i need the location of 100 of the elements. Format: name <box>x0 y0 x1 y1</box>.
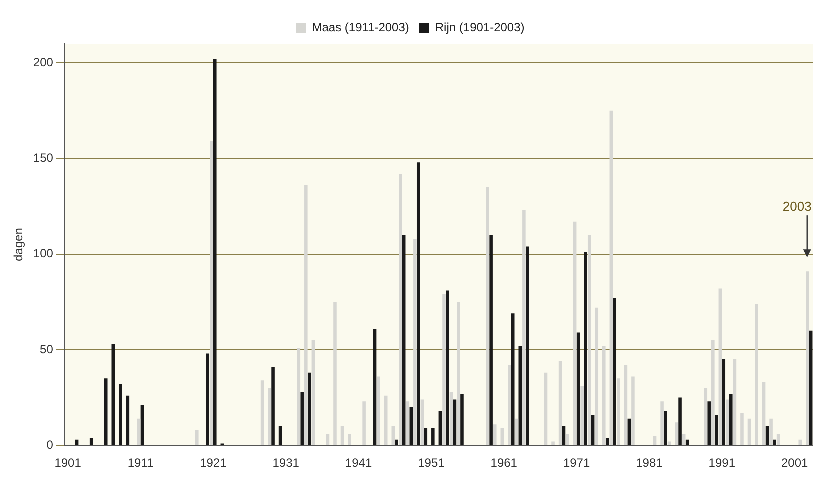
bar <box>210 142 214 446</box>
bar <box>206 354 210 446</box>
bar <box>384 396 388 446</box>
bar <box>580 386 584 446</box>
bar <box>664 411 668 446</box>
bar <box>453 400 457 446</box>
bar <box>272 367 275 446</box>
bar <box>297 348 301 446</box>
bar <box>809 330 813 446</box>
x-tick-label: 1961 <box>490 456 518 470</box>
bar <box>511 314 515 446</box>
bar <box>457 302 460 446</box>
bar <box>544 372 548 446</box>
bar <box>613 298 617 446</box>
bar <box>308 372 312 446</box>
bar <box>395 440 398 446</box>
bar <box>526 246 530 446</box>
y-tick-label: 200 <box>33 55 54 70</box>
bar <box>558 361 562 446</box>
bar <box>362 402 366 446</box>
bar <box>675 422 678 446</box>
bar <box>660 402 664 446</box>
bar <box>628 418 632 446</box>
y-tick-label: 0 <box>46 438 54 452</box>
bar <box>300 392 304 446</box>
bar <box>632 376 635 446</box>
bar <box>460 394 464 446</box>
bar <box>766 426 770 446</box>
bar <box>508 365 512 446</box>
bar <box>112 344 116 446</box>
bar <box>414 239 417 446</box>
bar <box>326 434 330 446</box>
bar <box>653 436 657 446</box>
bar <box>424 428 428 446</box>
bar <box>522 210 526 446</box>
x-tick-label: 1901 <box>54 456 82 470</box>
bar <box>730 394 733 446</box>
bar <box>213 59 217 446</box>
bar <box>432 428 435 446</box>
bar <box>392 426 396 446</box>
bar <box>718 288 722 446</box>
x-tick-label: 1941 <box>345 456 372 470</box>
bar <box>740 413 744 446</box>
bar <box>776 434 780 446</box>
bar <box>312 340 316 446</box>
bar <box>755 304 758 446</box>
bar <box>196 430 199 446</box>
bar <box>373 328 377 446</box>
bar <box>722 360 726 446</box>
bar <box>493 424 497 446</box>
bar <box>340 426 344 446</box>
y-tick-label: 100 <box>33 246 54 261</box>
bar <box>442 294 446 446</box>
bar <box>566 434 570 446</box>
bar <box>708 402 711 446</box>
bar <box>712 340 715 446</box>
bar <box>406 402 410 446</box>
bar <box>268 388 272 446</box>
bar <box>770 418 773 446</box>
bar <box>748 418 752 446</box>
bar <box>126 396 130 446</box>
bar <box>486 187 490 446</box>
bar <box>704 388 708 446</box>
y-tick-label: 50 <box>40 342 54 356</box>
bar <box>278 426 282 446</box>
bar <box>584 252 588 446</box>
y-axis-title: dagen <box>12 228 26 262</box>
x-tick-label: 1981 <box>636 456 664 470</box>
bar <box>104 378 108 446</box>
bar <box>450 392 454 446</box>
bar <box>334 302 337 446</box>
bar <box>410 407 414 446</box>
bar <box>682 434 686 446</box>
bar <box>610 110 614 446</box>
bar <box>515 418 519 446</box>
bar <box>490 235 493 446</box>
bar <box>137 418 141 446</box>
bar <box>402 235 406 446</box>
bar <box>260 380 264 446</box>
bar <box>591 415 595 446</box>
bar <box>552 442 555 446</box>
legend-label: Maas (1911-2003) <box>312 20 410 34</box>
bar <box>726 400 730 446</box>
bar <box>438 411 442 446</box>
bar <box>762 382 766 446</box>
bar <box>798 440 802 446</box>
bar <box>573 222 577 446</box>
bar <box>602 346 606 446</box>
bar <box>617 378 620 446</box>
bar <box>446 290 450 446</box>
bar <box>416 162 420 446</box>
bar <box>399 174 402 446</box>
bar <box>377 376 380 446</box>
x-tick-label: 1931 <box>272 456 300 470</box>
x-tick-label: 1991 <box>708 456 736 470</box>
bar <box>420 400 424 446</box>
x-tick-label: 1921 <box>200 456 228 470</box>
y-tick-label: 150 <box>33 151 54 166</box>
bar <box>733 360 737 446</box>
bar <box>773 440 776 446</box>
